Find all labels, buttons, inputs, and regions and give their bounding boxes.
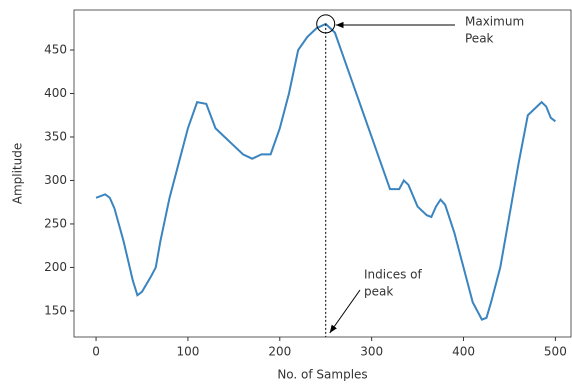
x-tick-label: 400	[452, 345, 475, 359]
data-line	[95, 22, 556, 321]
x-tick-label: 100	[176, 345, 199, 359]
y-tick-label: 450	[44, 43, 67, 57]
x-tick-label: 200	[268, 345, 291, 359]
y-tick-label: 300	[44, 173, 67, 187]
x-tick-label: 500	[544, 345, 567, 359]
y-axis-label: Amplitude	[11, 143, 25, 205]
y-tick-label: 200	[44, 260, 67, 274]
y-tick-label: 150	[44, 303, 67, 317]
y-tick-label: 400	[44, 86, 67, 100]
annotation: Indices of	[364, 268, 422, 282]
annotation: Maximum	[465, 15, 524, 29]
y-tick-label: 250	[44, 216, 67, 230]
x-tick-label: 300	[360, 345, 383, 359]
y-tick-label: 350	[44, 129, 67, 143]
annotation: peak	[364, 285, 393, 299]
annotation: Peak	[465, 32, 494, 46]
arrow	[329, 289, 361, 334]
x-tick-label: 0	[92, 345, 100, 359]
x-axis-label: No. of Samples	[277, 368, 367, 382]
plot-frame	[73, 9, 572, 338]
